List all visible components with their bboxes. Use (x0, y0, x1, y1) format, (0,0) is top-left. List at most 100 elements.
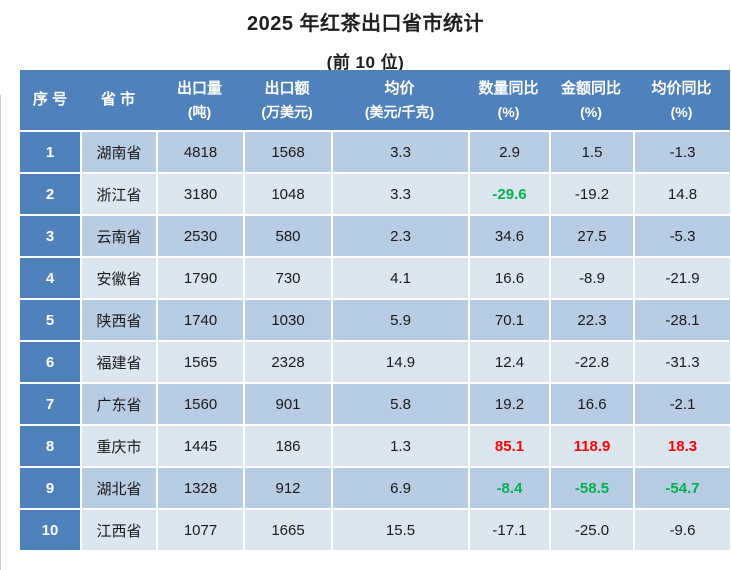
value-cell: 1048 (243, 172, 331, 214)
avg-price-cell: 3.3 (331, 130, 468, 172)
amount-yoy-cell: 118.9 (549, 424, 633, 466)
volume-cell: 1790 (156, 256, 243, 298)
col-header-avg-price: 均价 (美元/千克) (331, 70, 468, 130)
qty-yoy-cell: 85.1 (468, 424, 549, 466)
col-header-qty-yoy-label: 数量同比 (478, 80, 539, 97)
qty-yoy-cell: 2.9 (468, 130, 549, 172)
qty-yoy-cell: 16.6 (468, 256, 549, 298)
col-header-rank-label: 序 号 (32, 91, 68, 108)
col-header-volume-label: 出口量 (176, 80, 222, 97)
value-cell: 730 (243, 256, 331, 298)
page-title: 2025 年红茶出口省市统计 (246, 13, 485, 35)
amount-yoy-cell: -19.2 (549, 172, 633, 214)
volume-cell: 1560 (156, 382, 243, 424)
col-header-value-label: 出口额 (264, 80, 310, 97)
avg-price-cell: 15.5 (331, 508, 468, 550)
volume-cell: 2530 (156, 214, 243, 256)
province-cell: 湖南省 (80, 130, 156, 172)
qty-yoy-cell: -8.4 (468, 466, 549, 508)
table-row: 9 湖北省 1328 912 6.9 -8.4 -58.5 -54.7 (20, 466, 730, 508)
province-cell: 浙江省 (80, 172, 156, 214)
volume-cell: 4818 (156, 130, 243, 172)
price-yoy-cell: -1.3 (633, 130, 730, 172)
avg-price-cell: 4.1 (331, 256, 468, 298)
province-cell: 福建省 (80, 340, 156, 382)
table-row: 7 广东省 1560 901 5.8 19.2 16.6 -2.1 (20, 382, 730, 424)
rank-cell: 9 (20, 466, 80, 508)
value-cell: 901 (243, 382, 331, 424)
table-row: 4 安徽省 1790 730 4.1 16.6 -8.9 -21.9 (20, 256, 730, 298)
value-cell: 2328 (243, 340, 331, 382)
col-header-price-yoy-label: 均价同比 (651, 80, 712, 97)
avg-price-cell: 1.3 (331, 424, 468, 466)
col-header-qty-yoy: 数量同比 (%) (468, 70, 549, 130)
volume-cell: 1328 (156, 466, 243, 508)
table-row: 6 福建省 1565 2328 14.9 12.4 -22.8 -31.3 (20, 340, 730, 382)
province-cell: 云南省 (80, 214, 156, 256)
price-yoy-cell: -9.6 (633, 508, 730, 550)
table-row: 8 重庆市 1445 186 1.3 85.1 118.9 18.3 (20, 424, 730, 466)
price-yoy-cell: -31.3 (633, 340, 730, 382)
rank-cell: 3 (20, 214, 80, 256)
price-yoy-cell: -21.9 (633, 256, 730, 298)
rank-cell: 5 (20, 298, 80, 340)
rank-cell: 8 (20, 424, 80, 466)
price-yoy-cell: 18.3 (633, 424, 730, 466)
col-header-amount-yoy: 金额同比 (%) (549, 70, 633, 130)
table-body: 1 湖南省 4818 1568 3.3 2.9 1.5 -1.3 2 浙江省 3180 1048 3.3… (20, 130, 730, 550)
col-header-volume-unit: (吨) (187, 104, 212, 120)
table-row: 10 江西省 1077 1665 15.5 -17.1 -25.0 -9.6 (20, 508, 730, 550)
col-header-value: 出口额 (万美元) (243, 70, 331, 130)
qty-yoy-cell: 12.4 (468, 340, 549, 382)
qty-yoy-cell: -17.1 (468, 508, 549, 550)
table-row: 1 湖南省 4818 1568 3.3 2.9 1.5 -1.3 (20, 130, 730, 172)
value-cell: 186 (243, 424, 331, 466)
col-header-province-label: 省 市 (100, 91, 136, 108)
rank-cell: 10 (20, 508, 80, 550)
amount-yoy-cell: 22.3 (549, 298, 633, 340)
col-header-avg-price-unit: (美元/千克) (364, 104, 435, 120)
amount-yoy-cell: 1.5 (549, 130, 633, 172)
value-cell: 1030 (243, 298, 331, 340)
avg-price-cell: 2.3 (331, 214, 468, 256)
price-yoy-cell: -5.3 (633, 214, 730, 256)
rank-cell: 2 (20, 172, 80, 214)
volume-cell: 3180 (156, 172, 243, 214)
avg-price-cell: 14.9 (331, 340, 468, 382)
col-header-province: 省 市 (80, 70, 156, 130)
volume-cell: 1077 (156, 508, 243, 550)
table-row: 2 浙江省 3180 1048 3.3 -29.6 -19.2 14.8 (20, 172, 730, 214)
rank-cell: 4 (20, 256, 80, 298)
price-yoy-cell: 14.8 (633, 172, 730, 214)
statistics-table: 序 号 省 市 出口量 (吨) 出口额 (万美元) 均价 (美元/千克) (20, 70, 730, 550)
page-left-border (0, 95, 1, 570)
price-yoy-cell: -28.1 (633, 298, 730, 340)
qty-yoy-cell: 34.6 (468, 214, 549, 256)
value-cell: 580 (243, 214, 331, 256)
col-header-volume: 出口量 (吨) (156, 70, 243, 130)
rank-cell: 7 (20, 382, 80, 424)
province-cell: 广东省 (80, 382, 156, 424)
avg-price-cell: 5.9 (331, 298, 468, 340)
col-header-rank: 序 号 (20, 70, 80, 130)
amount-yoy-cell: -8.9 (549, 256, 633, 298)
value-cell: 1568 (243, 130, 331, 172)
table-row: 5 陕西省 1740 1030 5.9 70.1 22.3 -28.1 (20, 298, 730, 340)
province-cell: 陕西省 (80, 298, 156, 340)
province-cell: 安徽省 (80, 256, 156, 298)
province-cell: 湖北省 (80, 466, 156, 508)
value-cell: 912 (243, 466, 331, 508)
col-header-qty-yoy-unit: (%) (497, 104, 520, 120)
volume-cell: 1445 (156, 424, 243, 466)
amount-yoy-cell: 27.5 (549, 214, 633, 256)
price-yoy-cell: -54.7 (633, 466, 730, 508)
page-subtitle: (前 10 位) (326, 53, 405, 72)
avg-price-cell: 5.8 (331, 382, 468, 424)
col-header-amount-yoy-unit: (%) (580, 104, 602, 120)
table-header-row: 序 号 省 市 出口量 (吨) 出口额 (万美元) 均价 (美元/千克) (20, 70, 730, 130)
amount-yoy-cell: -25.0 (549, 508, 633, 550)
col-header-price-yoy-unit: (%) (670, 104, 693, 120)
province-cell: 江西省 (80, 508, 156, 550)
amount-yoy-cell: -22.8 (549, 340, 633, 382)
